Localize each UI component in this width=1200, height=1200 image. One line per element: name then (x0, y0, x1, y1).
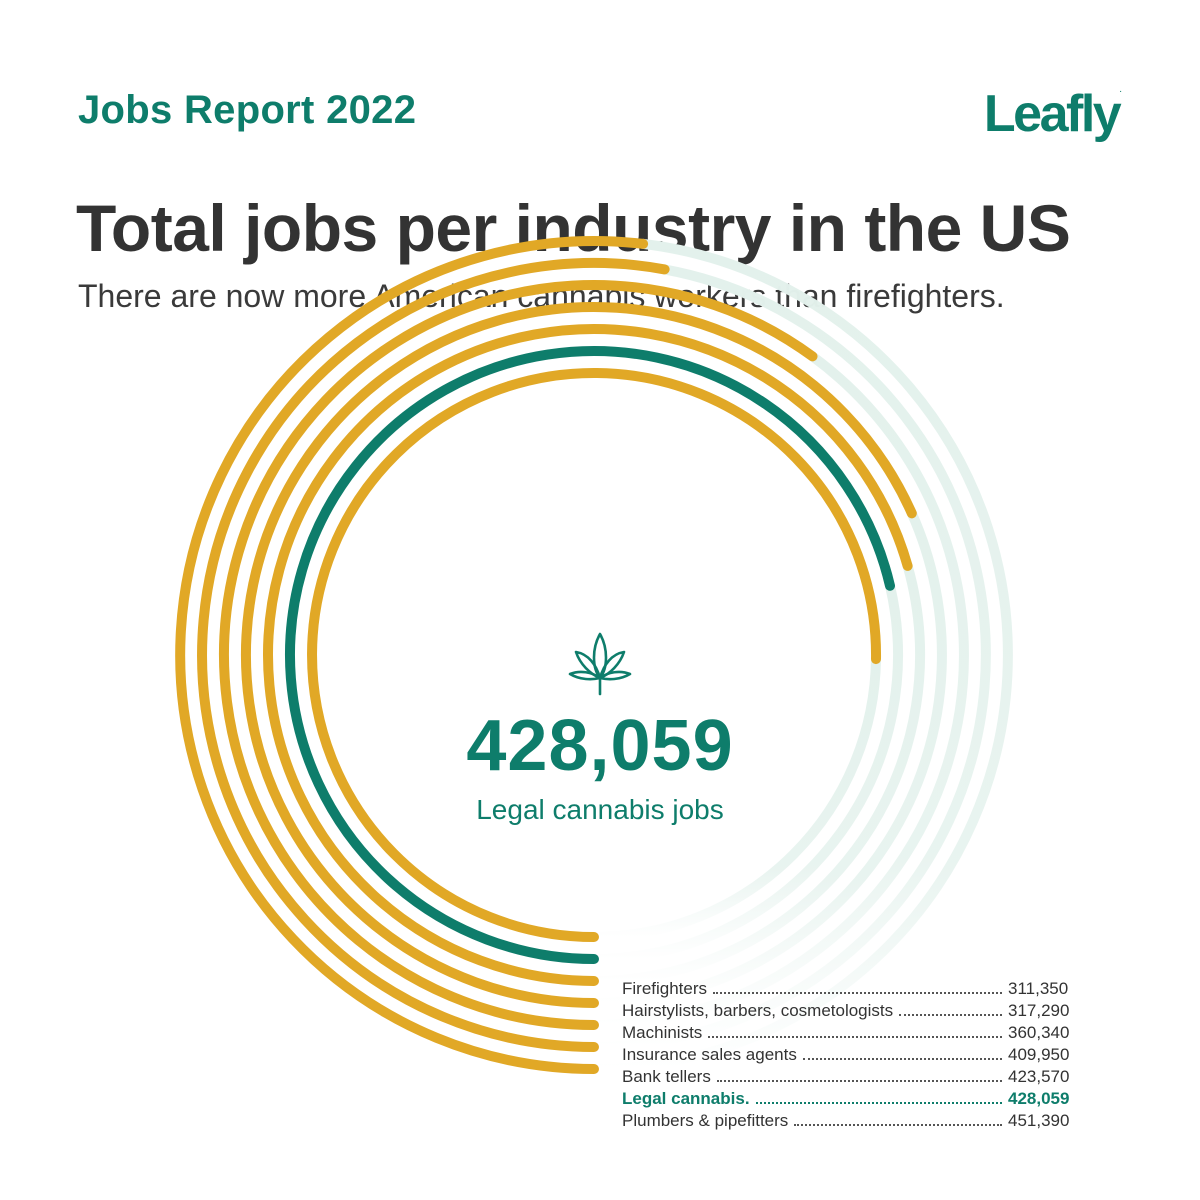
legend-label: Plumbers & pipefitters (622, 1111, 789, 1130)
legend-value: 451,390 (1008, 1111, 1070, 1130)
legend-row: Plumbers & pipefitters 451,390 (622, 1110, 1082, 1132)
legend-value: 360,340 (1008, 1023, 1070, 1042)
ring-bar-insurance-sales-agents (241, 302, 917, 1008)
legend-row: Hairstylists, barbers, cosmetologists 317… (622, 1000, 1082, 1022)
ring-track (595, 508, 947, 1008)
cannabis-jobs-value: 428,059 (466, 706, 734, 786)
legend-value: 409,950 (1008, 1045, 1070, 1064)
page-title: Total jobs per industry in the US (76, 191, 1071, 265)
leafly-logo: Leafly. (984, 84, 1122, 144)
legend-row: Firefighters 311,350 (622, 978, 1082, 1000)
cannabis-jobs-label: Legal cannabis jobs (476, 794, 724, 825)
legend-row: Bank tellers 423,570 (622, 1066, 1082, 1088)
legend-label: Firefighters (622, 979, 708, 998)
legend-label: Hairstylists, barbers, cosmetologists (622, 1001, 894, 1020)
ring-bar-firefighters (175, 236, 649, 1074)
legend-value: 317,290 (1008, 1001, 1070, 1020)
cannabis-leaf-icon (568, 632, 632, 696)
legend-label: Bank tellers (622, 1067, 711, 1086)
legend-row: Machinists 360,340 (622, 1022, 1082, 1044)
legend-row: Legal cannabis. 428,059 (622, 1088, 1082, 1110)
legend-row: Insurance sales agents 409,950 (622, 1044, 1082, 1066)
logo-mark: . (1119, 84, 1122, 95)
legend-leader-dots (708, 1036, 1002, 1038)
ring-track (595, 264, 991, 1052)
ring-bar-legal-cannabis (284, 346, 895, 964)
legend-value: 423,570 (1008, 1067, 1070, 1086)
logo-text: Leafly (983, 85, 1122, 143)
legend-label: Legal cannabis. (622, 1089, 750, 1108)
legend-label: Insurance sales agents (622, 1045, 797, 1064)
ring-bar-bank-tellers (263, 324, 913, 986)
chart-legend: Firefighters 311,350 Hairstylists, barbers… (622, 978, 1082, 1132)
ring-track (596, 238, 1013, 1074)
report-label: Jobs Report 2022 (78, 88, 417, 132)
ring-bar-plumbers-pipefitters (307, 368, 882, 942)
ring-bar-hairstylists-barbers-cosmetologists (197, 258, 670, 1052)
legend-leader-dots (899, 1014, 1002, 1016)
legend-leader-dots (802, 1058, 1002, 1060)
legend-leader-dots (755, 1102, 1002, 1104)
ring-track (593, 654, 881, 942)
ring-track (594, 560, 926, 986)
legend-leader-dots (794, 1124, 1002, 1126)
legend-label: Machinists (622, 1023, 703, 1042)
legend-leader-dots (716, 1080, 1002, 1082)
legend-value: 311,350 (1008, 979, 1069, 998)
ring-track (594, 580, 903, 964)
legend-value: 428,059 (1008, 1089, 1070, 1108)
legend-leader-dots (713, 992, 1002, 994)
center-callout: 428,059 Legal cannabis jobs (400, 630, 800, 826)
ring-bar-machinists (219, 280, 818, 1030)
ring-track (595, 351, 969, 1030)
